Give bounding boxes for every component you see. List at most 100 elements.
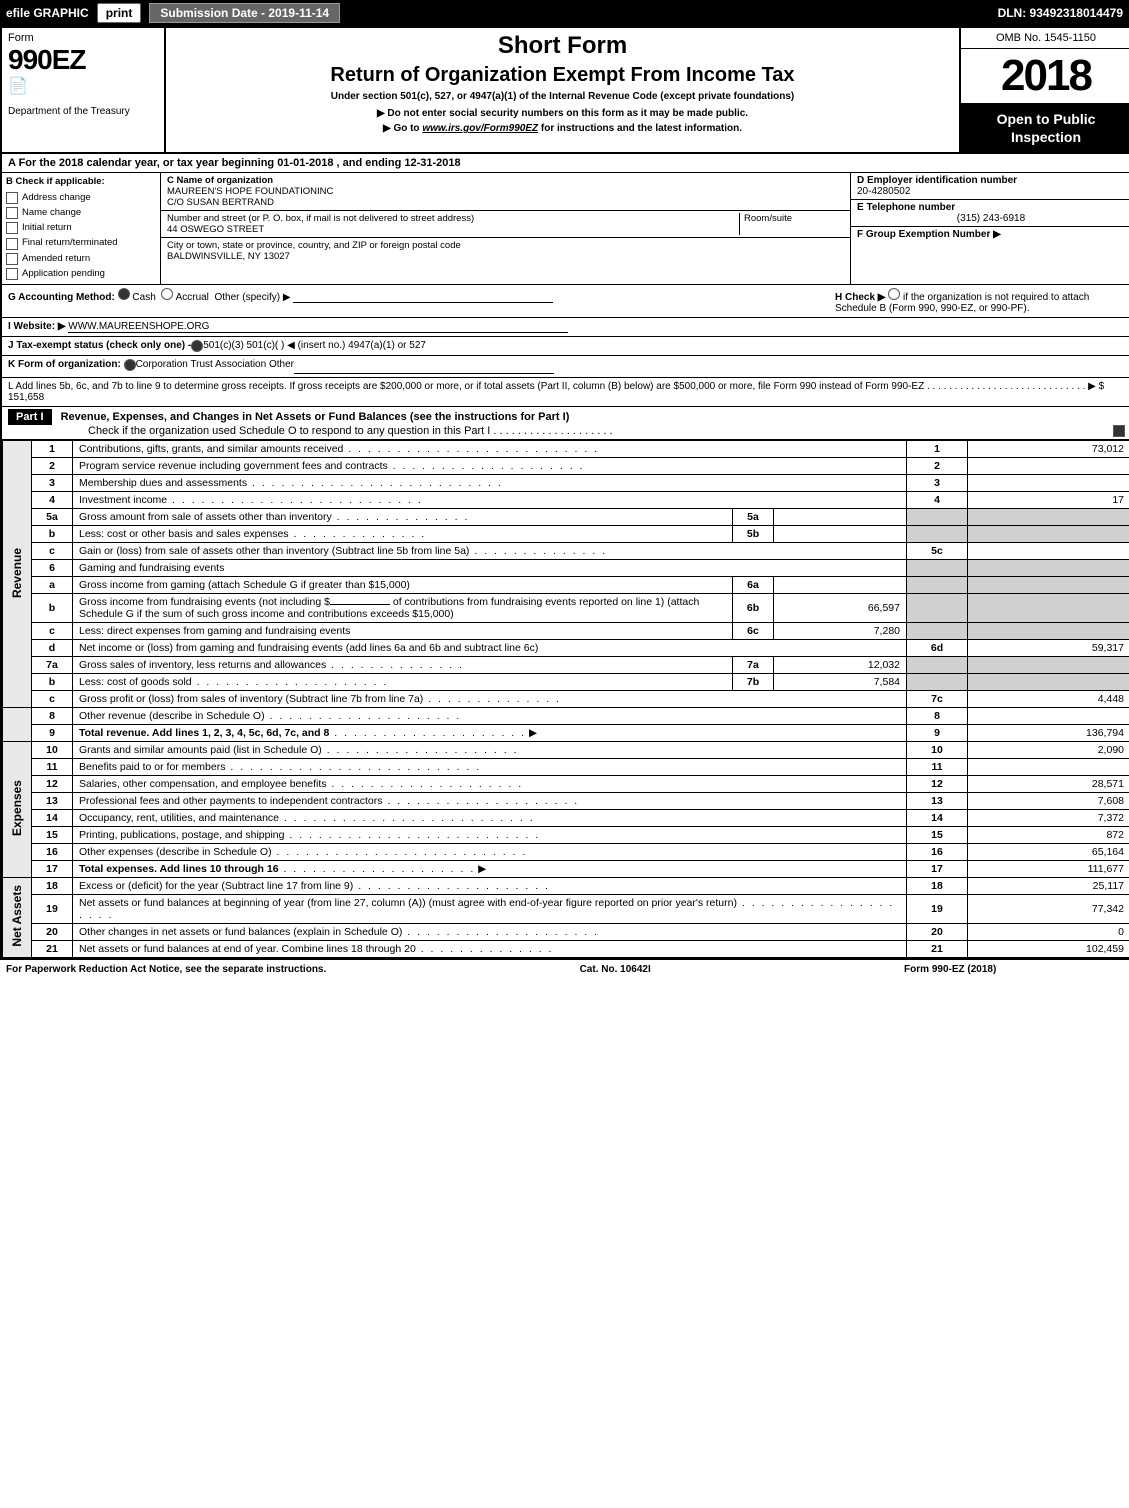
radio-corporation[interactable] bbox=[124, 359, 136, 371]
line-l-gross-receipts: L Add lines 5b, 6c, and 7b to line 9 to … bbox=[2, 378, 1129, 407]
row-13-val: 7,608 bbox=[968, 793, 1129, 810]
checkbox-final-return[interactable]: Final return/terminated bbox=[6, 236, 156, 250]
form-label: Form bbox=[8, 32, 158, 44]
row-6d-desc: Net income or (loss) from gaming and fun… bbox=[79, 642, 538, 654]
page-footer: For Paperwork Reduction Act Notice, see … bbox=[0, 960, 1129, 979]
row-1-val: 73,012 bbox=[968, 441, 1129, 458]
entity-info-row: B Check if applicable: Address change Na… bbox=[2, 173, 1129, 285]
row-10-val: 2,090 bbox=[968, 742, 1129, 759]
d-ein-value: 20-4280502 bbox=[857, 186, 910, 197]
row-12-desc: Salaries, other compensation, and employ… bbox=[79, 778, 326, 790]
notice2-post: for instructions and the latest informat… bbox=[541, 123, 742, 134]
org-name: MAUREEN'S HOPE FOUNDATIONINC bbox=[167, 186, 333, 197]
row-6a-desc: Gross income from gaming (attach Schedul… bbox=[79, 579, 410, 591]
row-7a-desc: Gross sales of inventory, less returns a… bbox=[79, 659, 326, 671]
radio-501c3[interactable] bbox=[191, 340, 203, 352]
row-10-desc: Grants and similar amounts paid (list in… bbox=[79, 744, 322, 756]
e-phone-value: (315) 243-6918 bbox=[857, 213, 1125, 224]
sidebar-net-assets: Net Assets bbox=[3, 878, 32, 958]
submission-date-badge: Submission Date - 2019-11-14 bbox=[149, 3, 340, 23]
row-9-val: 136,794 bbox=[968, 725, 1129, 742]
row-21-val: 102,459 bbox=[968, 941, 1129, 958]
row-17-val: 111,677 bbox=[968, 861, 1129, 878]
row-14-desc: Occupancy, rent, utilities, and maintena… bbox=[79, 812, 279, 824]
radio-cash[interactable] bbox=[118, 288, 130, 300]
line-j-tax-status: J Tax-exempt status (check only one) - 5… bbox=[2, 337, 1129, 356]
row-15-val: 872 bbox=[968, 827, 1129, 844]
checkbox-application-pending[interactable]: Application pending bbox=[6, 267, 156, 281]
inspection-badge: Open to Public Inspection bbox=[961, 104, 1129, 152]
row-16-val: 65,164 bbox=[968, 844, 1129, 861]
footer-right: Form 990-EZ (2018) bbox=[904, 964, 996, 975]
row-7c-val: 4,448 bbox=[968, 691, 1129, 708]
row-6d-val: 59,317 bbox=[968, 640, 1129, 657]
i-label: I Website: ▶ bbox=[8, 321, 66, 333]
row-21-desc: Net assets or fund balances at end of ye… bbox=[79, 943, 416, 955]
row-20-desc: Other changes in net assets or fund bala… bbox=[79, 926, 402, 938]
part-i-title: Revenue, Expenses, and Changes in Net As… bbox=[61, 411, 570, 423]
k-label: K Form of organization: bbox=[8, 359, 121, 374]
row-9-desc: Total revenue. Add lines 1, 2, 3, 4, 5c,… bbox=[79, 727, 329, 739]
title-short-form: Short Form bbox=[174, 32, 951, 60]
row-18-val: 25,117 bbox=[968, 878, 1129, 895]
row-2-desc: Program service revenue including govern… bbox=[79, 460, 388, 472]
row-5b-desc: Less: cost or other basis and sales expe… bbox=[79, 528, 289, 540]
print-button[interactable]: print bbox=[97, 3, 142, 23]
checkbox-schedule-b[interactable] bbox=[888, 288, 900, 300]
radio-accrual[interactable] bbox=[161, 288, 173, 300]
checkbox-schedule-o-used[interactable] bbox=[1113, 425, 1125, 437]
sidebar-expenses: Expenses bbox=[3, 742, 32, 878]
e-phone-label: E Telephone number bbox=[857, 202, 955, 213]
header-notice-goto: ▶ Go to www.irs.gov/Form990EZ for instru… bbox=[174, 123, 951, 134]
checkbox-amended-return[interactable]: Amended return bbox=[6, 252, 156, 266]
checkbox-initial-return[interactable]: Initial return bbox=[6, 221, 156, 235]
checkbox-name-change[interactable]: Name change bbox=[6, 206, 156, 220]
box-b-title: B Check if applicable: bbox=[6, 175, 156, 189]
room-label: Room/suite bbox=[744, 213, 792, 224]
omb-number: OMB No. 1545-1150 bbox=[961, 28, 1129, 49]
row-12-val: 28,571 bbox=[968, 776, 1129, 793]
row-6b-desc1: Gross income from fundraising events (no… bbox=[79, 596, 330, 608]
part-i-checknote: Check if the organization used Schedule … bbox=[88, 425, 613, 437]
j-label: J Tax-exempt status (check only one) - bbox=[8, 340, 191, 352]
row-7b-desc: Less: cost of goods sold bbox=[79, 676, 192, 688]
website-value: WWW.MAUREENSHOPE.ORG bbox=[68, 321, 568, 333]
efile-label: efile GRAPHIC bbox=[6, 6, 89, 20]
form-code: 990EZ bbox=[8, 44, 158, 76]
org-city: BALDWINSVILLE, NY 13027 bbox=[167, 251, 290, 262]
part-i-header-row: Part I Revenue, Expenses, and Changes in… bbox=[2, 407, 1129, 440]
row-14-val: 7,372 bbox=[968, 810, 1129, 827]
row-15-desc: Printing, publications, postage, and shi… bbox=[79, 829, 284, 841]
city-label: City or town, state or province, country… bbox=[167, 240, 461, 251]
form-header: Form 990EZ 📄 Department of the Treasury … bbox=[2, 28, 1129, 154]
header-notice-ssn: ▶ Do not enter social security numbers o… bbox=[174, 108, 951, 119]
part-i-table: Revenue 1 Contributions, gifts, grants, … bbox=[2, 440, 1129, 958]
irs-link[interactable]: www.irs.gov/Form990EZ bbox=[422, 123, 538, 134]
row-7b-val: 7,584 bbox=[774, 674, 907, 691]
footer-center: Cat. No. 10642I bbox=[580, 964, 651, 975]
line-i-website: I Website: ▶ WWW.MAUREENSHOPE.ORG bbox=[2, 318, 1129, 337]
line-h: H Check ▶ if the organization is not req… bbox=[835, 288, 1125, 314]
dln-label: DLN: 93492318014479 bbox=[998, 6, 1123, 20]
row-4-val: 17 bbox=[968, 492, 1129, 509]
row-20-val: 0 bbox=[968, 924, 1129, 941]
row-6-desc: Gaming and fundraising events bbox=[79, 562, 224, 574]
dept-of-treasury: Department of the Treasury bbox=[8, 106, 158, 117]
title-return: Return of Organization Exempt From Incom… bbox=[174, 64, 951, 87]
d-ein-label: D Employer identification number bbox=[857, 175, 1017, 186]
row-4-desc: Investment income bbox=[79, 494, 167, 506]
row-11-desc: Benefits paid to or for members bbox=[79, 761, 225, 773]
checkbox-address-change[interactable]: Address change bbox=[6, 191, 156, 205]
row-6c-desc: Less: direct expenses from gaming and fu… bbox=[79, 625, 350, 637]
street-label: Number and street (or P. O. box, if mail… bbox=[167, 213, 474, 224]
line-k-form-org: K Form of organization: Corporation Trus… bbox=[2, 356, 1129, 378]
row-6c-val: 7,280 bbox=[774, 623, 907, 640]
row-18-desc: Excess or (deficit) for the year (Subtra… bbox=[79, 880, 353, 892]
row-17-desc: Total expenses. Add lines 10 through 16 bbox=[79, 863, 279, 875]
line-a-calendar-year: A For the 2018 calendar year, or tax yea… bbox=[2, 154, 1129, 173]
row-7c-desc: Gross profit or (loss) from sales of inv… bbox=[79, 693, 423, 705]
row-1-desc: Contributions, gifts, grants, and simila… bbox=[79, 443, 343, 455]
row-8-desc: Other revenue (describe in Schedule O) bbox=[79, 710, 265, 722]
top-bar: efile GRAPHIC print Submission Date - 20… bbox=[0, 0, 1129, 26]
pdf-icon[interactable]: 📄 bbox=[8, 76, 158, 96]
